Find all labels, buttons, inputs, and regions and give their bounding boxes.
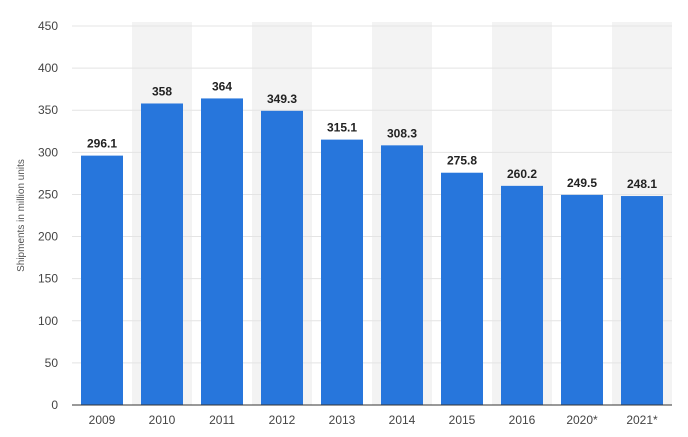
bar-2015 [441,172,483,405]
data-label: 308.3 [387,126,417,140]
x-tick-label: 2013 [329,413,356,427]
x-tick-label: 2021* [626,413,658,427]
x-tick-label: 2020* [566,413,598,427]
y-tick-label: 250 [38,187,58,201]
data-label: 260.2 [507,167,537,181]
y-axis-title: Shipments in million units [16,159,27,272]
data-label: 364 [212,79,232,93]
bar-2010 [141,103,183,406]
data-labels: 296.1 358 364 349.3 315.1 308.3 275.8 260.2 249.… [87,79,657,191]
x-tick-label: 2009 [89,413,116,427]
y-tick-label: 0 [51,398,58,412]
bar-2012 [261,110,303,406]
x-tick-label: 2016 [509,413,536,427]
data-label: 349.3 [267,92,297,106]
x-tick-label: 2012 [269,413,296,427]
bar-2013 [321,139,363,405]
y-tick-label: 150 [38,272,58,286]
data-label: 275.8 [447,154,477,168]
bar-2020* [561,194,603,405]
data-label: 358 [152,84,172,98]
x-tick-label: 2015 [449,413,476,427]
x-tick-label: 2010 [149,413,176,427]
x-axis-ticks: 2009 2010 2011 2012 2013 2014 2015 2016 2020* 202… [89,413,658,427]
y-tick-label: 300 [38,145,58,159]
y-tick-label: 450 [38,19,58,33]
y-tick-label: 350 [38,103,58,117]
bar-2011 [201,98,243,405]
bar-2016 [501,185,543,405]
y-tick-label: 100 [38,314,58,328]
data-label: 296.1 [87,137,117,151]
y-axis-ticks: 0 50 100 150 200 250 300 350 400 450 [38,19,58,412]
bar-2014 [381,145,423,405]
y-tick-label: 400 [38,61,58,75]
y-tick-label: 50 [45,356,59,370]
data-label: 315.1 [327,121,357,135]
data-label: 249.5 [567,176,597,190]
bar-2009 [81,155,123,405]
y-tick-label: 200 [38,230,58,244]
bars [81,98,663,406]
data-label: 248.1 [627,177,657,191]
bar-2021* [621,196,663,405]
x-tick-label: 2014 [389,413,416,427]
x-tick-label: 2011 [209,413,235,427]
